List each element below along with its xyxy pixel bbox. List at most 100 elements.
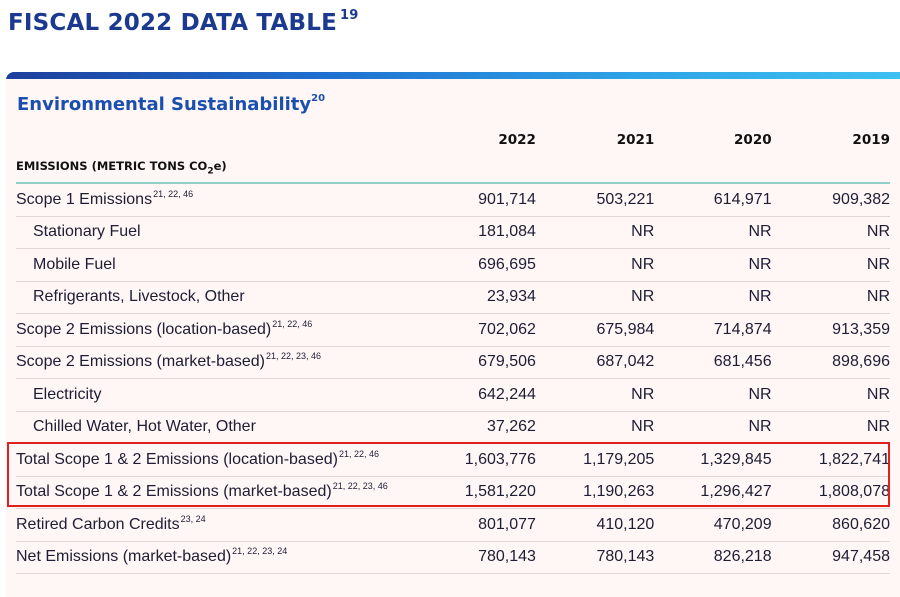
row-footnote-refs: 21, 22, 46 [272, 318, 313, 329]
header-year-2020: 2020 [734, 132, 772, 148]
cell-2019: NR [771, 378, 890, 412]
category-label-prefix: EMISSIONS (METRIC TONS CO [16, 158, 208, 173]
row-label-text: Mobile Fuel [33, 255, 116, 273]
cell-2022: 642,244 [420, 378, 536, 412]
cell-2020: NR [654, 216, 772, 249]
row-label-text: Scope 2 Emissions (location-based) [16, 320, 272, 338]
row-label-text: Net Emissions (market-based) [16, 548, 232, 566]
table-row: Scope 1 Emissions21, 22, 46 901,714 503,22… [16, 183, 890, 217]
table-row: Electricity 642,244 NR NR NR [16, 378, 890, 412]
cell-2019: 1,808,078 [771, 476, 890, 509]
cell-2019: 913,359 [771, 313, 890, 347]
cell-2022: 1,603,776 [420, 443, 536, 477]
cell-2021: NR [535, 248, 655, 282]
cell-2021: 410,120 [535, 508, 655, 542]
category-row: EMISSIONS (METRIC TONS CO2e) [16, 153, 890, 184]
cell-2022: 801,077 [420, 508, 536, 542]
table-row: Scope 2 Emissions (market-based)21, 22, … [16, 346, 890, 379]
cell-2022: 679,506 [420, 346, 536, 379]
row-label: Scope 2 Emissions (location-based)21, 22… [16, 313, 421, 347]
header-year-2019: 2019 [852, 132, 890, 148]
cell-2022: 780,143 [420, 541, 536, 574]
row-label: Scope 2 Emissions (market-based)21, 22, … [16, 346, 421, 379]
row-footnote-refs: 21, 22, 23, 24 [232, 546, 288, 557]
table-row: Chilled Water, Hot Water, Other 37,262 NR N… [16, 411, 890, 444]
emissions-table: 2022 2021 2020 2019 EMISSIONS (METRIC TO… [16, 127, 890, 574]
cell-2022: 37,262 [420, 411, 536, 444]
data-panel: Environmental Sustainability20 2022 2021… [6, 72, 900, 597]
document-title-footnote: 19 [340, 8, 359, 23]
cell-2020: 1,296,427 [654, 476, 772, 509]
row-label-text: Total Scope 1 & 2 Emissions (market-base… [16, 483, 332, 501]
row-label-text: Total Scope 1 & 2 Emissions (location-ba… [16, 450, 338, 468]
section-title-footnote: 20 [311, 93, 326, 104]
cell-2020: 470,209 [654, 508, 772, 542]
cell-2021: NR [535, 411, 655, 444]
row-label: Refrigerants, Livestock, Other [16, 281, 421, 314]
category-label-suffix: e) [213, 158, 227, 173]
table-row: Net Emissions (market-based)21, 22, 23, … [16, 541, 890, 574]
cell-2022: 901,714 [420, 183, 536, 217]
header-year-2021: 2021 [616, 132, 655, 148]
row-label-text: Scope 1 Emissions [16, 190, 153, 208]
cell-2020: 1,329,845 [654, 443, 772, 477]
cell-2019: 947,458 [771, 541, 890, 574]
row-label: Scope 1 Emissions21, 22, 46 [16, 183, 421, 217]
row-label-text: Chilled Water, Hot Water, Other [33, 418, 256, 436]
header-year-2022: 2022 [498, 132, 536, 148]
cell-2020: 826,218 [654, 541, 772, 574]
document-title-text: FISCAL 2022 DATA TABLE [8, 10, 338, 36]
cell-2021: 1,190,263 [535, 476, 655, 509]
row-label: Electricity [16, 378, 421, 412]
cell-2022: 696,695 [420, 248, 536, 282]
accent-bar [6, 72, 900, 79]
row-footnote-refs: 21, 22, 23, 46 [332, 481, 388, 492]
table-row: Refrigerants, Livestock, Other 23,934 NR NR… [16, 281, 890, 314]
row-label-text: Retired Carbon Credits [16, 515, 180, 533]
row-footnote-refs: 21, 22, 23, 46 [265, 351, 322, 362]
row-label-text: Scope 2 Emissions (market-based) [16, 353, 265, 371]
cell-2021: 503,221 [535, 183, 655, 217]
category-label-subscript: 2 [207, 166, 214, 177]
cell-2021: 1,179,205 [535, 443, 655, 477]
section-title-text: Environmental Sustainability [17, 94, 312, 115]
table-row: Scope 2 Emissions (location-based)21, 22… [16, 313, 890, 347]
document-title: FISCAL 2022 DATA TABLE 19 [8, 8, 359, 36]
cell-2019: NR [771, 281, 890, 314]
cell-2021: NR [535, 216, 655, 249]
category-label: EMISSIONS (METRIC TONS CO2e) [16, 153, 890, 184]
table-row: Total Scope 1 & 2 Emissions (market-base… [16, 476, 890, 509]
cell-2020: NR [654, 248, 772, 282]
cell-2020: 614,971 [654, 183, 772, 217]
cell-2019: 909,382 [771, 183, 890, 217]
table-row: Retired Carbon Credits23, 24 801,077 410,1… [16, 508, 890, 542]
cell-2020: NR [654, 378, 772, 412]
cell-2021: NR [535, 281, 655, 314]
row-footnote-refs: 23, 24 [180, 513, 206, 524]
table-row: Total Scope 1 & 2 Emissions (location-ba… [16, 443, 890, 477]
cell-2020: 681,456 [654, 346, 772, 379]
row-label: Stationary Fuel [16, 216, 421, 249]
cell-2021: 780,143 [535, 541, 655, 574]
cell-2022: 23,934 [420, 281, 536, 314]
cell-2021: NR [535, 378, 655, 412]
cell-2021: 687,042 [535, 346, 655, 379]
row-label-text: Electricity [33, 385, 102, 403]
row-label: Total Scope 1 & 2 Emissions (location-ba… [16, 443, 421, 477]
cell-2021: 675,984 [535, 313, 655, 347]
cell-2022: 1,581,220 [420, 476, 536, 509]
cell-2020: NR [654, 281, 772, 314]
row-label: Mobile Fuel [16, 248, 421, 282]
cell-2022: 702,062 [420, 313, 536, 347]
cell-2019: 898,696 [771, 346, 890, 379]
cell-2022: 181,084 [420, 216, 536, 249]
cell-2019: 1,822,741 [771, 443, 890, 477]
row-label-text: Stationary Fuel [33, 223, 141, 241]
row-footnote-refs: 21, 22, 46 [153, 188, 194, 199]
section-title: Environmental Sustainability20 [17, 93, 326, 115]
row-footnote-refs: 21, 22, 46 [338, 448, 379, 459]
table-row: Stationary Fuel 181,084 NR NR NR [16, 216, 890, 249]
table-header-row: 2022 2021 2020 2019 [16, 127, 890, 153]
row-label: Retired Carbon Credits23, 24 [16, 508, 421, 542]
row-label: Chilled Water, Hot Water, Other [16, 411, 421, 444]
